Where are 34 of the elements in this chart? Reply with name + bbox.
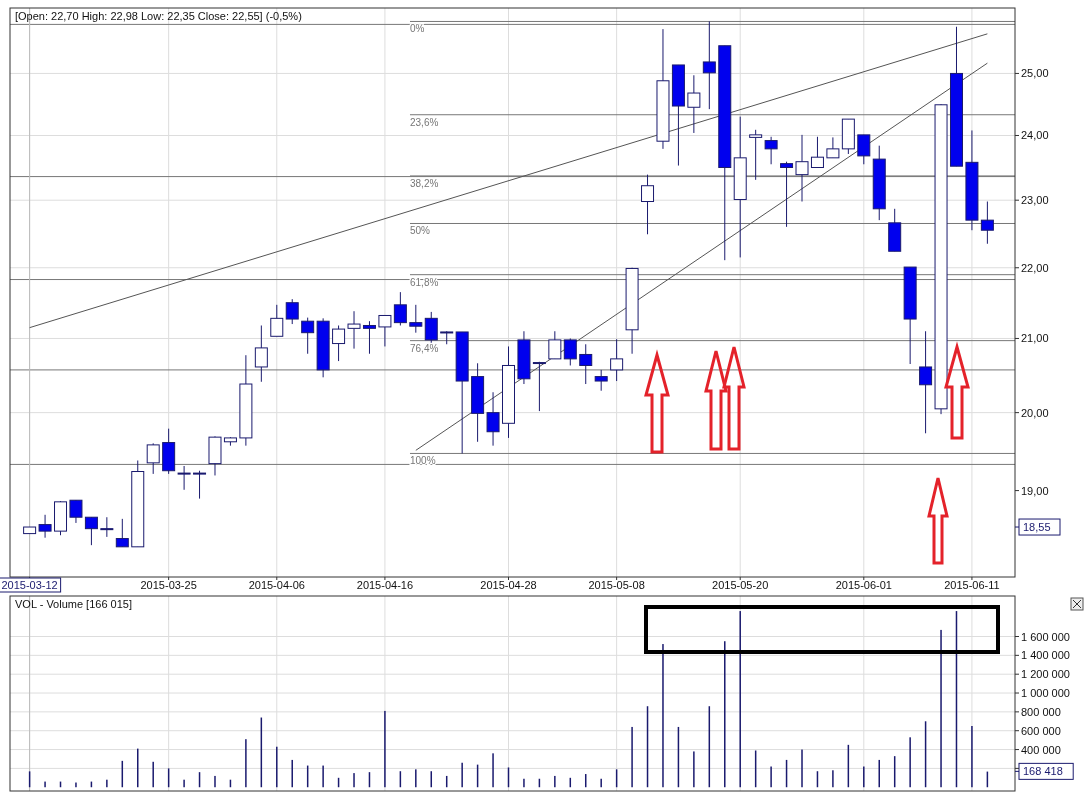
annotation: 61,8%	[409, 276, 439, 288]
y-tick-label: 800 000	[1021, 705, 1061, 718]
annotation: 76,4%	[409, 342, 439, 354]
y-tick-label: 400 000	[1021, 743, 1061, 756]
y-tick-label: 1 600 000	[1021, 630, 1070, 643]
y-tick-label: 600 000	[1021, 724, 1061, 737]
x-tick-label: 2015-06-11	[944, 579, 1000, 591]
y-tick-label: 1 200 000	[1021, 668, 1070, 681]
annotation: 50%	[409, 225, 431, 237]
annotation: 23,6%	[409, 116, 439, 128]
x-tick-label: 2015-03-25	[140, 579, 197, 591]
y-tick-label: 22,00	[1021, 261, 1049, 274]
x-tick-label: 2015-06-01	[835, 579, 892, 591]
annotation: 0%	[409, 23, 425, 35]
y-tick-label: 1 000 000	[1021, 687, 1070, 700]
x-tick-label: 2015-05-08	[588, 579, 645, 591]
y-tick-label: 1 400 000	[1021, 649, 1070, 662]
chart-title: VOL - Volume [166 015]	[15, 598, 132, 610]
y-tick-label: 21,00	[1021, 332, 1049, 345]
y-tick-label: 18,55	[1023, 521, 1051, 534]
chart-title: [Open: 22,70 High: 22,98 Low: 22,35 Close: 22,55] (-0,5%)	[15, 10, 302, 22]
y-tick-label: 24,00	[1021, 129, 1049, 142]
y-tick-label: 168 418	[1023, 765, 1063, 778]
annotation: 38,2%	[409, 177, 439, 189]
x-tick-label: 2015-04-06	[248, 579, 305, 591]
y-tick-label: 20,00	[1021, 406, 1049, 419]
x-tick-label: 2015-04-28	[480, 579, 537, 591]
annotation: 100%	[409, 455, 436, 467]
y-tick-label: 19,00	[1021, 484, 1049, 497]
x-tick-label: 2015-04-16	[356, 579, 414, 591]
y-tick-label: 23,00	[1021, 194, 1049, 207]
y-tick-label: 25,00	[1021, 67, 1049, 80]
x-tick-label: 2015-03-12	[1, 579, 58, 591]
x-tick-label: 2015-05-20	[712, 579, 769, 591]
